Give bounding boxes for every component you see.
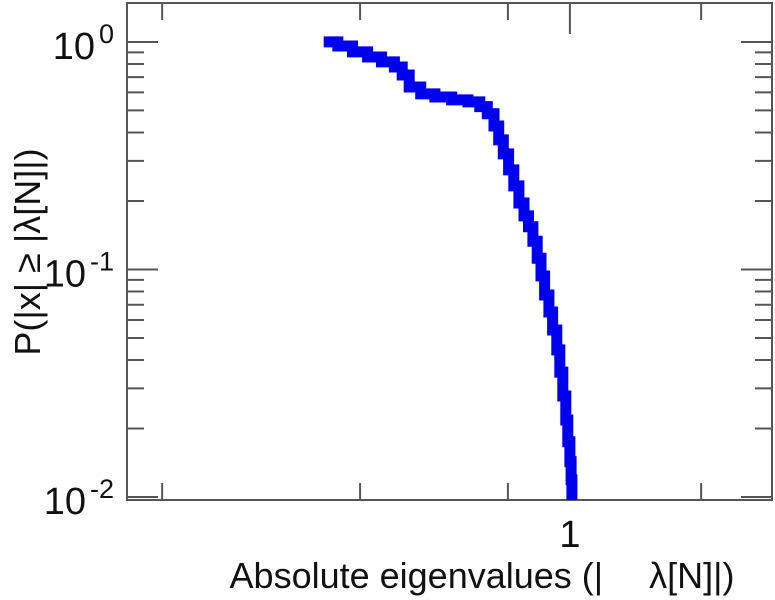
plot-border xyxy=(126,2,773,501)
y-tick-exponent: -1 xyxy=(90,247,114,277)
y-tick-label: 10 0 xyxy=(53,19,114,68)
y-tick-mantissa: 10 xyxy=(44,481,86,523)
y-tick-exponent: 0 xyxy=(99,19,114,49)
y-axis-label: P(|x| ≥ |λ[N]|) xyxy=(7,148,48,355)
y-tick-label: 10 -1 xyxy=(44,247,114,296)
x-axis-label-part2: λ[N]|) xyxy=(649,555,734,596)
y-tick-mantissa: 10 xyxy=(44,254,86,296)
y-tick-label: 10 -2 xyxy=(44,474,114,523)
x-axis-label: Absolute eigenvalues (| λ[N]|) xyxy=(230,555,735,596)
ccdf-curve xyxy=(323,36,578,500)
y-tick-mantissa: 10 xyxy=(53,26,95,68)
axis-ticks xyxy=(127,3,772,500)
x-tick-label: 1 xyxy=(559,514,580,556)
y-tick-exponent: -2 xyxy=(90,474,114,504)
x-axis-label-part1: Absolute eigenvalues (| xyxy=(230,555,604,596)
